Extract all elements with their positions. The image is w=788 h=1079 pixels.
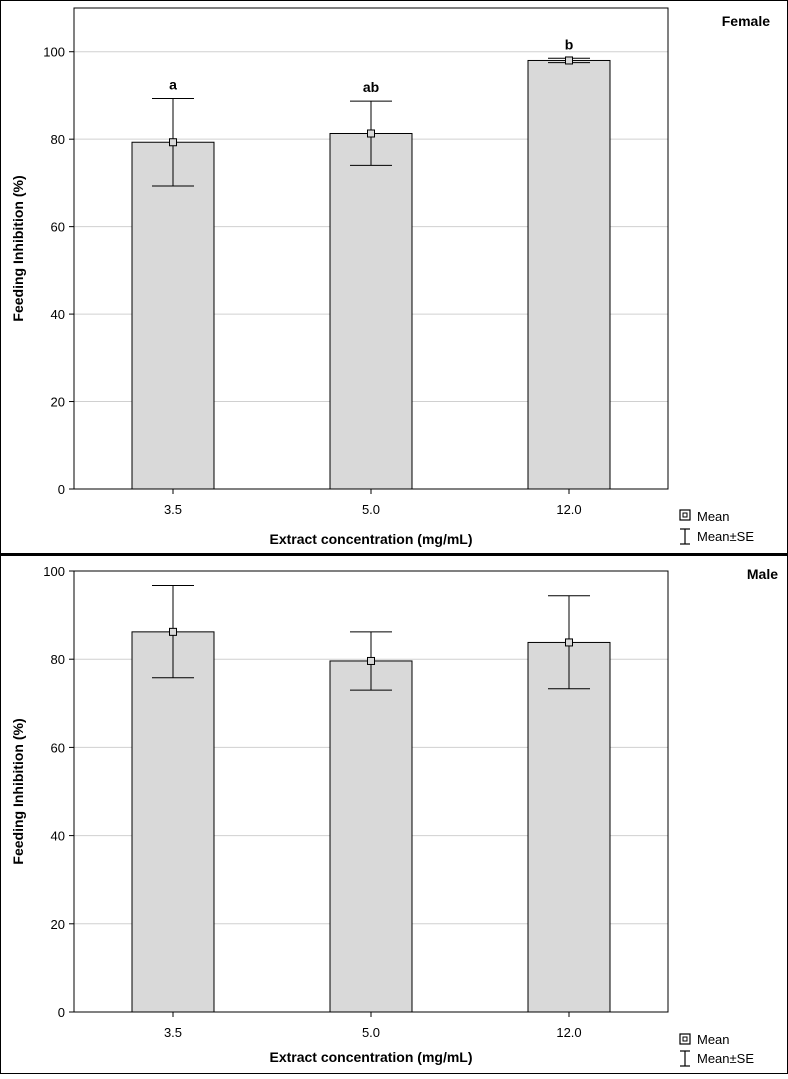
- legend-se-label: Mean±SE: [697, 1051, 754, 1066]
- mean-marker: [565, 56, 573, 65]
- x-tick-label: 3.5: [164, 1025, 182, 1040]
- bar: [329, 660, 413, 1013]
- bar: [329, 132, 413, 490]
- x-tick-label: 5.0: [362, 502, 380, 517]
- y-axis-label: Feeding Inhibition (%): [10, 718, 26, 864]
- mean-marker: [565, 638, 573, 647]
- x-tick-label: 12.0: [556, 1025, 581, 1040]
- legend-mean-marker-inner: [682, 1036, 688, 1042]
- y-tick-label: 20: [51, 917, 65, 932]
- legend-se-label: Mean±SE: [697, 529, 754, 544]
- significance-letter: a: [169, 77, 177, 93]
- male-chart: 0 20 40 60 80 100 3.5 5.0 12.0 Male Feeding Inhi…: [10, 564, 778, 1067]
- y-tick-label: 60: [51, 740, 65, 755]
- y-tick-label: 0: [58, 1005, 65, 1020]
- legend: Mean Mean±SE: [679, 1032, 754, 1067]
- y-tick-label: 0: [58, 482, 65, 497]
- bar: [527, 59, 611, 490]
- y-tick-label: 100: [43, 45, 65, 60]
- legend-mean-label: Mean: [697, 1032, 730, 1047]
- legend-mean-marker-inner: [682, 512, 688, 518]
- panel-title: Male: [747, 566, 778, 582]
- y-tick-label: 40: [51, 829, 65, 844]
- y-ticks: 0 20 40 60 80 100 3.5 5.0 12.0: [43, 564, 581, 1040]
- mean-marker: [169, 627, 177, 636]
- y-tick-label: 80: [51, 652, 65, 667]
- y-tick-label: 20: [51, 395, 65, 410]
- significance-letter: ab: [363, 79, 379, 95]
- female-chart: a ab b 0 20 40 60 80 100 3.5 5.0 12.0 Female Feedi…: [10, 7, 770, 547]
- bar: [131, 631, 215, 1013]
- y-tick-label: 100: [43, 564, 65, 579]
- y-ticks: 0 20 40 60 80 100 3.5 5.0 12.0: [43, 45, 581, 517]
- legend-mean-marker: [679, 1033, 691, 1045]
- error-bars: [152, 585, 590, 691]
- bars: [131, 631, 611, 1013]
- plot-area: [73, 570, 669, 1013]
- error-bars: a ab b: [152, 36, 590, 187]
- x-axis-label: Extract concentration (mg/mL): [269, 1049, 472, 1065]
- bar: [527, 641, 611, 1013]
- mean-marker: [367, 129, 375, 138]
- y-tick-label: 60: [51, 220, 65, 235]
- panel-title: Female: [722, 13, 770, 29]
- x-tick-label: 12.0: [556, 502, 581, 517]
- significance-letter: b: [565, 36, 574, 52]
- x-tick-label: 3.5: [164, 502, 182, 517]
- x-tick-label: 5.0: [362, 1025, 380, 1040]
- plot-area: [73, 7, 669, 490]
- mean-marker: [367, 656, 375, 665]
- mean-marker: [169, 138, 177, 147]
- bar: [131, 141, 215, 490]
- y-tick-label: 80: [51, 132, 65, 147]
- y-axis-label: Feeding Inhibition (%): [10, 175, 26, 321]
- y-tick-label: 40: [51, 307, 65, 322]
- x-axis-label: Extract concentration (mg/mL): [269, 531, 472, 547]
- legend-mean-marker: [679, 509, 691, 521]
- legend: Mean Mean±SE: [679, 509, 754, 545]
- legend-mean-label: Mean: [697, 509, 730, 524]
